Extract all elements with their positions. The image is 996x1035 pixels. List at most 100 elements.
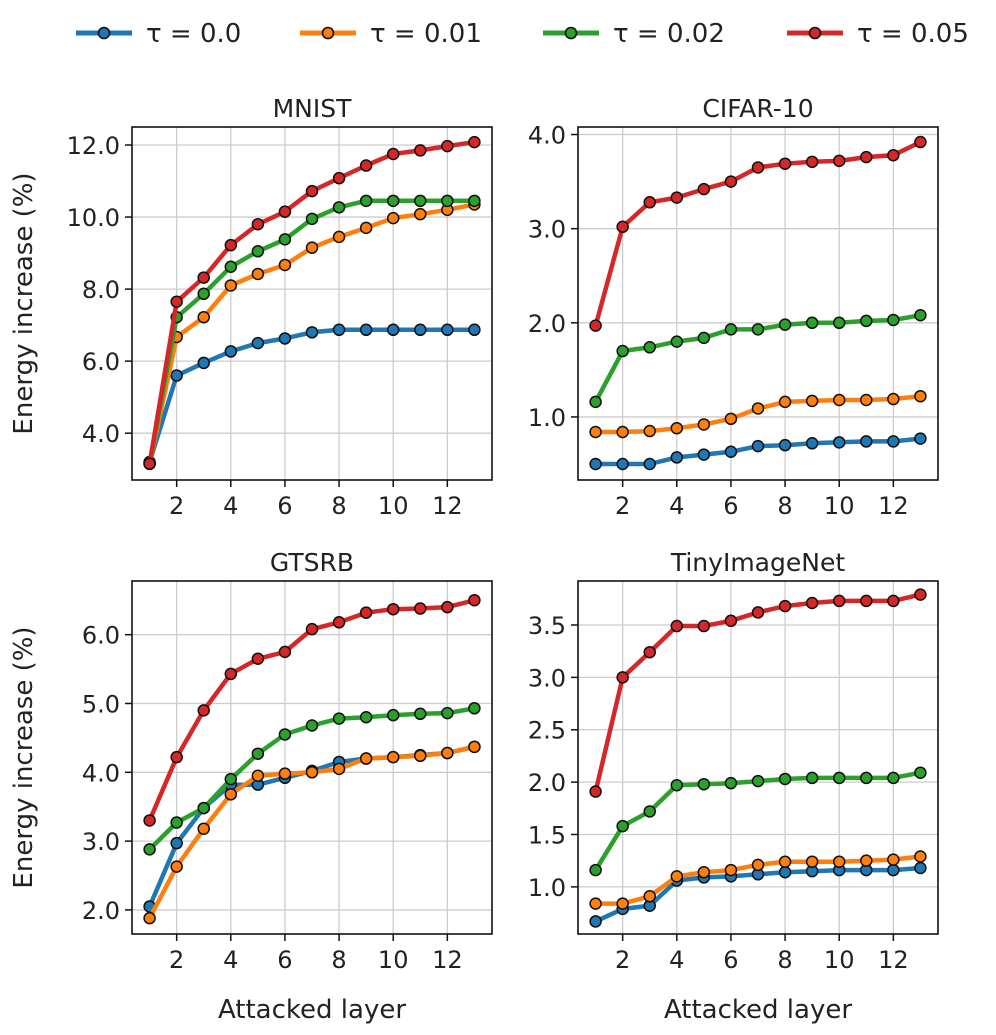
data-point [170, 836, 183, 850]
data-point [143, 843, 156, 856]
data-point [278, 332, 292, 345]
legend-marker [321, 26, 335, 40]
data-point [251, 218, 265, 231]
data-point [414, 749, 427, 763]
data-point [332, 712, 346, 725]
data-point [589, 457, 602, 471]
y-tick-label: 2.0 [528, 310, 566, 338]
y-tick-label: 10.0 [67, 204, 120, 232]
y-tick-label: 3.0 [528, 664, 566, 692]
series-line [147, 327, 477, 465]
data-point [914, 432, 927, 445]
data-point [832, 393, 846, 407]
data-point [251, 336, 265, 350]
data-point [670, 191, 684, 204]
x-tick-label: 2 [169, 492, 184, 520]
data-point [670, 870, 684, 883]
plot-frame [131, 580, 493, 935]
x-tick-label: 12 [878, 946, 909, 974]
data-point [251, 747, 265, 760]
data-point [414, 194, 427, 208]
data-point [251, 267, 265, 281]
y-tick-label: 4.0 [82, 759, 120, 787]
data-point [724, 614, 738, 628]
data-point [616, 819, 629, 833]
data-point [441, 139, 454, 153]
x-tick-label: 4 [223, 946, 238, 974]
data-point [887, 435, 900, 448]
data-point [589, 319, 602, 332]
series-0-0 [589, 861, 927, 928]
data-point [224, 260, 238, 274]
data-point [832, 316, 846, 330]
gridlines [578, 581, 938, 934]
data-point [278, 258, 292, 272]
data-point [305, 719, 319, 732]
x-tick-label: 12 [432, 946, 463, 974]
data-point [359, 323, 373, 337]
data-point [386, 323, 400, 337]
data-point [778, 865, 792, 879]
data-point [887, 148, 900, 162]
data-point [305, 184, 319, 198]
panel-title: CIFAR-10 [702, 94, 813, 123]
data-point [305, 766, 319, 779]
data-point [887, 771, 900, 785]
legend-entry-2: τ = 0.01 [300, 19, 482, 49]
data-point [643, 805, 656, 818]
data-point [441, 746, 454, 760]
data-point [589, 395, 602, 409]
data-point [643, 196, 656, 209]
data-point [224, 667, 238, 681]
data-point [224, 238, 238, 252]
legend-label: τ = 0.02 [613, 19, 725, 49]
x-tick-label: 4 [223, 492, 238, 520]
data-point [441, 323, 454, 337]
data-point [224, 345, 238, 358]
data-point [724, 323, 738, 336]
data-point [441, 194, 454, 208]
data-point [170, 369, 183, 382]
series-0-0 [143, 323, 481, 469]
data-point [197, 287, 210, 301]
x-axis-label: Attacked layer [664, 995, 852, 1025]
data-point [359, 710, 373, 724]
series-line [593, 592, 923, 794]
x-tick-label: 4 [669, 946, 684, 974]
panel-title: TinyImageNet [670, 548, 845, 577]
data-point [697, 418, 711, 431]
data-point [386, 194, 400, 208]
legend-label: τ = 0.05 [857, 19, 969, 49]
legend-label: τ = 0.01 [370, 19, 482, 49]
data-point [697, 865, 711, 879]
data-point [359, 221, 373, 235]
data-point [170, 295, 183, 308]
y-tick-label: 8.0 [82, 276, 120, 304]
panels: 2 4 6 8 10 12 4.0 6.0 8.0 10.0 12.0 MNIST Energy inc… [9, 94, 939, 1025]
data-point [832, 594, 846, 608]
data-point [278, 728, 292, 741]
data-point [589, 425, 602, 439]
data-point [616, 220, 629, 234]
data-point [251, 245, 265, 258]
data-point [805, 771, 819, 785]
data-point [860, 435, 873, 448]
x-tick-label: 12 [432, 492, 463, 520]
data-point [414, 602, 427, 615]
legend: τ = 0.0 τ = 0.01 τ = 0.02 τ = 0.05 [76, 19, 969, 49]
data-point [805, 855, 819, 868]
y-tick-label: 2.5 [528, 717, 566, 745]
panel-tinyimagenet: 2 4 6 8 10 12 1.0 1.5 2.0 2.5 3.0 3.5 TinyImageNet At… [528, 548, 939, 1025]
data-point [914, 861, 927, 875]
legend-marker [564, 26, 578, 40]
data-point [197, 704, 210, 717]
data-point [751, 323, 765, 336]
data-point [359, 159, 373, 172]
data-point [359, 606, 373, 619]
data-point [386, 602, 400, 616]
data-point [305, 241, 319, 254]
data-point [914, 850, 927, 863]
data-point [724, 776, 738, 790]
data-point [170, 750, 183, 764]
data-point [197, 801, 210, 815]
